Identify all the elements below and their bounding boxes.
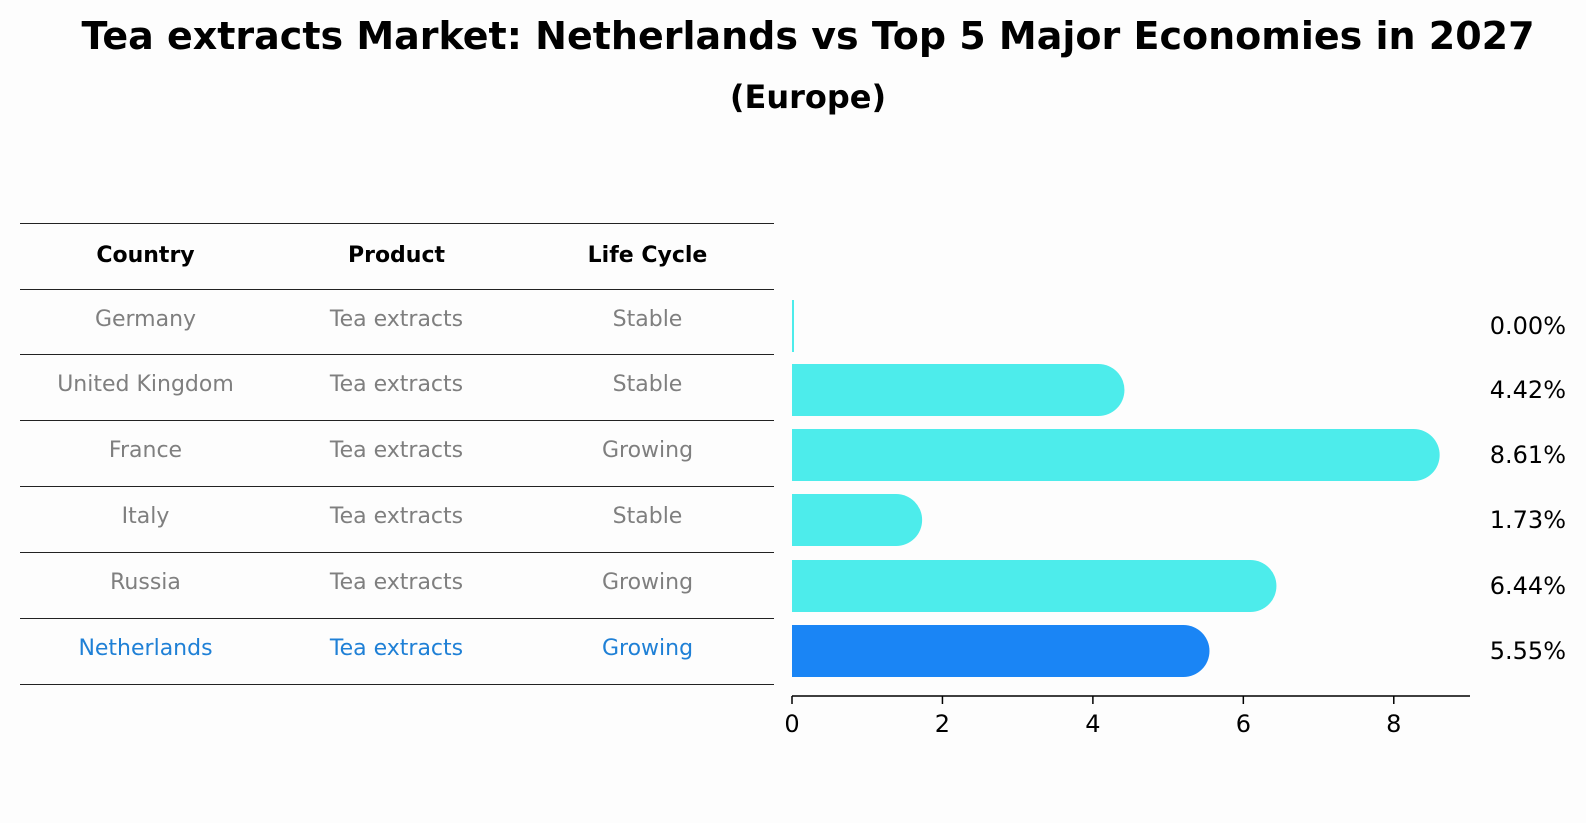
value-label: 5.55% xyxy=(1490,637,1566,665)
table-cell: France xyxy=(108,438,183,463)
bar-netherlands xyxy=(792,625,1210,677)
table-cell: Tea extracts xyxy=(329,504,464,529)
table-cell: Stable xyxy=(612,372,683,397)
table-cell: Tea extracts xyxy=(329,306,464,332)
bar-united-kingdom xyxy=(792,364,1125,416)
chart-title: Tea extracts Market: Netherlands vs Top … xyxy=(81,14,1535,58)
value-label: 4.42% xyxy=(1490,376,1566,404)
x-tick-label: 0 xyxy=(784,710,799,738)
table-header-1: Product xyxy=(347,243,446,268)
table-cell: Tea extracts xyxy=(329,636,464,661)
table-cell: Tea extracts xyxy=(329,570,464,595)
table-cell: Russia xyxy=(110,570,181,595)
table-rule xyxy=(20,684,774,685)
table-cell: Growing xyxy=(601,636,694,661)
table-rule xyxy=(20,420,774,421)
table-header-2: Life Cycle xyxy=(587,243,708,268)
table-header-0: Country xyxy=(96,243,195,268)
value-label: 6.44% xyxy=(1490,572,1566,600)
value-label: 8.61% xyxy=(1490,441,1566,469)
value-label: 1.73% xyxy=(1490,506,1566,534)
table-cell: Netherlands xyxy=(78,636,213,661)
chart-subtitle: (Europe) xyxy=(729,78,887,116)
table-rule xyxy=(20,223,774,224)
table-rule xyxy=(20,552,774,553)
x-tick-label: 8 xyxy=(1386,710,1401,738)
bar-france xyxy=(792,429,1440,481)
table-cell: Italy xyxy=(121,504,170,529)
x-tick-label: 4 xyxy=(1085,710,1100,738)
table-cell: Stable xyxy=(612,504,683,529)
value-label: 0.00% xyxy=(1490,312,1566,340)
x-tick-label: 2 xyxy=(935,710,950,738)
bar-russia xyxy=(792,560,1277,612)
table-cell: Stable xyxy=(612,306,683,332)
table-cell: Tea extracts xyxy=(329,438,464,463)
bar-italy xyxy=(792,494,923,546)
table-cell: United Kingdom xyxy=(57,372,234,397)
table-cell: Germany xyxy=(94,306,197,332)
table-cell: Growing xyxy=(601,438,694,463)
x-tick-label: 6 xyxy=(1236,710,1251,738)
table-rule xyxy=(20,354,774,355)
bar-germany xyxy=(792,300,794,352)
table-cell: Growing xyxy=(601,570,694,595)
table-cell: Tea extracts xyxy=(329,372,464,397)
table-rule xyxy=(20,618,774,619)
table-rule xyxy=(20,486,774,487)
table-rule xyxy=(20,289,774,290)
